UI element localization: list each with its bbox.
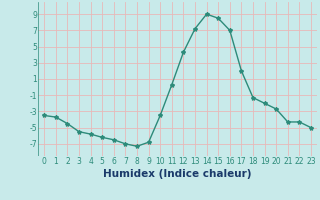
- X-axis label: Humidex (Indice chaleur): Humidex (Indice chaleur): [103, 169, 252, 179]
